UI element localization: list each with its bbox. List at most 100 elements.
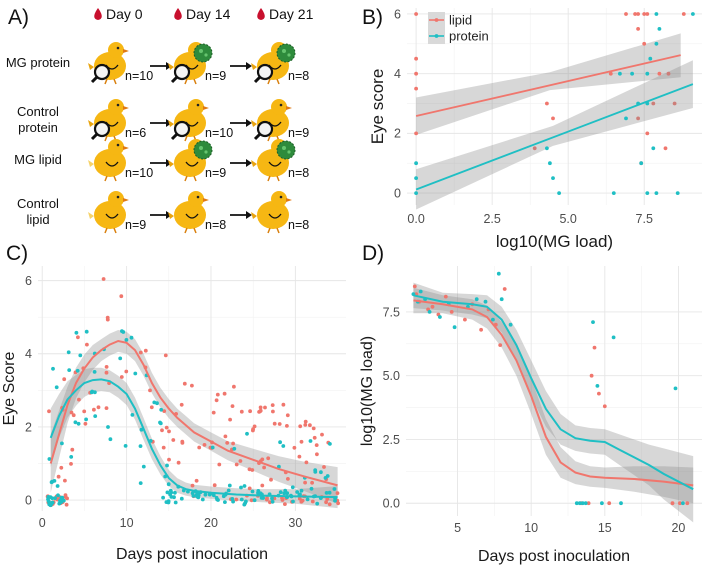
data-point-lipid	[197, 445, 202, 450]
data-point-protein	[78, 353, 83, 358]
chick-eye	[116, 103, 120, 107]
data-point-lipid	[657, 71, 662, 76]
data-point-lipid	[119, 375, 124, 379]
magnifier-icon	[256, 120, 274, 138]
data-point-protein	[333, 498, 337, 503]
data-point-protein	[315, 501, 320, 506]
data-point-protein	[90, 389, 95, 394]
chick-beak	[286, 106, 292, 110]
day-header: Day 0	[106, 6, 143, 22]
data-point-protein	[270, 496, 274, 501]
data-point-lipid	[258, 409, 262, 414]
plot-area	[406, 266, 702, 516]
data-point-lipid	[222, 391, 227, 396]
data-point-protein	[196, 493, 201, 498]
legend-key-point	[434, 18, 439, 22]
data-point-lipid	[412, 284, 417, 289]
data-point-lipid	[76, 335, 80, 340]
regression-line-lipid	[415, 54, 681, 117]
virus-spot	[287, 53, 291, 57]
chart-c-eye-score-over-time: 0 10 20 30 0 2 4 6 Days post inoculation Eye Scor…	[1, 266, 346, 563]
y-axis-label: Eye Score	[1, 351, 18, 425]
data-point-protein	[298, 492, 302, 497]
data-point-lipid	[190, 383, 194, 388]
data-point-protein	[161, 495, 166, 500]
virus-icon	[276, 140, 296, 160]
chick-legs	[104, 78, 117, 85]
smooth-line-lipid	[413, 299, 694, 487]
data-point-lipid	[162, 409, 167, 413]
magnifier-icon	[93, 120, 111, 138]
data-point-protein	[332, 487, 337, 491]
data-point-lipid	[463, 317, 467, 322]
data-point-protein	[675, 191, 680, 196]
data-point-lipid	[642, 41, 647, 46]
data-point-protein	[281, 444, 286, 448]
data-point-protein	[583, 501, 588, 506]
data-point-protein	[574, 501, 579, 506]
y-tick-label: 0	[25, 493, 32, 507]
data-point-protein	[414, 176, 418, 181]
data-point-protein	[545, 146, 549, 151]
data-point-protein	[141, 464, 146, 469]
chick-body	[174, 201, 206, 229]
data-point-lipid	[292, 445, 297, 450]
data-point-lipid	[167, 457, 171, 462]
data-point-protein	[414, 191, 418, 196]
data-point-lipid	[681, 12, 686, 16]
data-point-protein	[92, 370, 97, 374]
data-point-lipid	[479, 327, 483, 332]
data-point-protein	[244, 499, 248, 504]
data-point-protein	[618, 71, 622, 76]
data-point-lipid	[247, 486, 252, 491]
data-point-lipid	[248, 409, 253, 414]
data-point-lipid	[608, 71, 613, 76]
panel-b-label: B)	[362, 6, 383, 29]
data-point-lipid	[283, 502, 287, 506]
chick-wing	[268, 161, 282, 167]
chick-wing	[105, 213, 119, 219]
data-point-lipid	[265, 496, 269, 500]
data-point-protein	[305, 497, 310, 502]
confidence-band-lipid	[50, 330, 338, 504]
data-point-lipid	[260, 457, 265, 462]
arrow-head-icon	[246, 159, 252, 167]
data-point-lipid	[633, 12, 637, 16]
chick-beak	[203, 106, 209, 110]
y-axis-label: Eye score	[368, 69, 387, 145]
chick-wing	[185, 213, 199, 219]
data-point-protein	[159, 407, 164, 412]
data-point-protein	[48, 495, 53, 499]
data-point-protein	[299, 488, 304, 493]
data-point-lipid	[312, 435, 317, 440]
data-point-lipid	[277, 422, 282, 426]
day-header: Day 21	[269, 6, 314, 22]
data-point-lipid	[586, 501, 591, 506]
data-point-lipid	[498, 343, 503, 347]
data-point-protein	[324, 491, 329, 495]
data-point-protein	[327, 490, 332, 495]
magnifier-icon	[173, 63, 191, 81]
data-point-protein	[681, 501, 685, 506]
data-point-lipid	[285, 424, 289, 428]
data-point-lipid	[104, 370, 109, 375]
sample-count: n=9	[125, 218, 146, 232]
data-point-lipid	[83, 421, 88, 426]
data-point-protein	[691, 12, 695, 16]
virus-spot	[204, 150, 208, 154]
data-point-protein	[51, 366, 55, 371]
data-point-protein	[50, 479, 55, 484]
sample-count: n=8	[288, 218, 309, 232]
data-point-lipid	[414, 71, 418, 76]
data-point-protein	[295, 490, 300, 494]
data-point-protein	[239, 485, 243, 490]
data-point-protein	[308, 439, 313, 443]
data-point-lipid	[163, 353, 168, 358]
data-point-protein	[226, 488, 231, 493]
confidence-band-protein	[416, 60, 693, 210]
data-point-lipid	[270, 403, 275, 407]
data-point-protein	[313, 468, 318, 472]
data-point-protein	[654, 12, 659, 16]
data-point-protein	[210, 445, 215, 450]
